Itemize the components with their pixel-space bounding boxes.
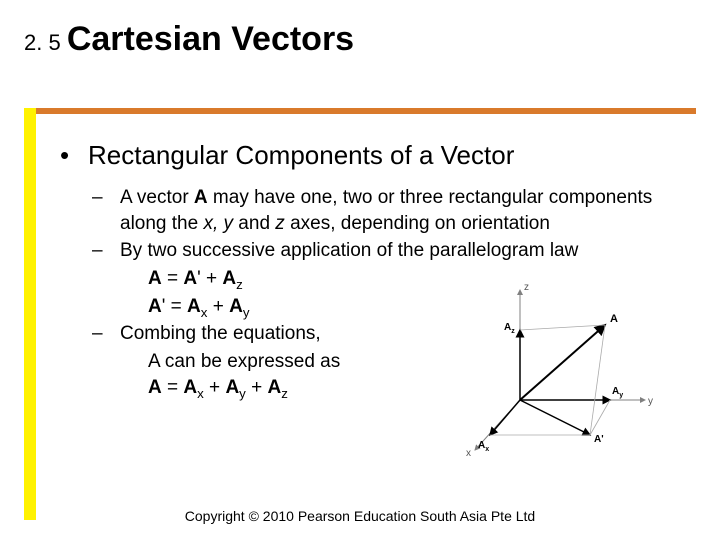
title-text: Cartesian Vectors: [67, 20, 354, 58]
dash-icon: –: [92, 238, 120, 264]
axis-z-label: z: [524, 282, 529, 293]
copyright-footer: Copyright © 2010 Pearson Education South…: [0, 508, 720, 524]
bullet-dot: •: [60, 140, 88, 171]
dash-icon: –: [92, 185, 120, 211]
bullet-item-1: –A vector A may have one, two or three r…: [60, 185, 680, 236]
vector-diagram: z y x A Az Ay Ax A': [460, 280, 660, 460]
vector-Aprime-label: A': [594, 434, 604, 445]
orange-rule: [36, 108, 696, 114]
vector-Ay-label: Ay: [612, 386, 623, 399]
slide-title: 2. 5 Cartesian Vectors: [24, 20, 354, 59]
axis-x-label: x: [466, 448, 471, 459]
bullet-item-2: –By two successive application of the pa…: [60, 238, 680, 264]
vector-Ax-label: Ax: [478, 440, 489, 453]
vector-A-label: A: [610, 313, 618, 325]
axis-y-label: y: [648, 396, 653, 407]
heading-text: Rectangular Components of a Vector: [88, 140, 514, 170]
yellow-bar-side: [24, 122, 36, 520]
heading-level1: •Rectangular Components of a Vector: [60, 140, 680, 171]
yellow-bar-top: [24, 108, 36, 122]
dash-icon: –: [92, 321, 120, 347]
section-number: 2. 5: [24, 30, 61, 55]
vector-Az-label: Az: [504, 322, 515, 335]
